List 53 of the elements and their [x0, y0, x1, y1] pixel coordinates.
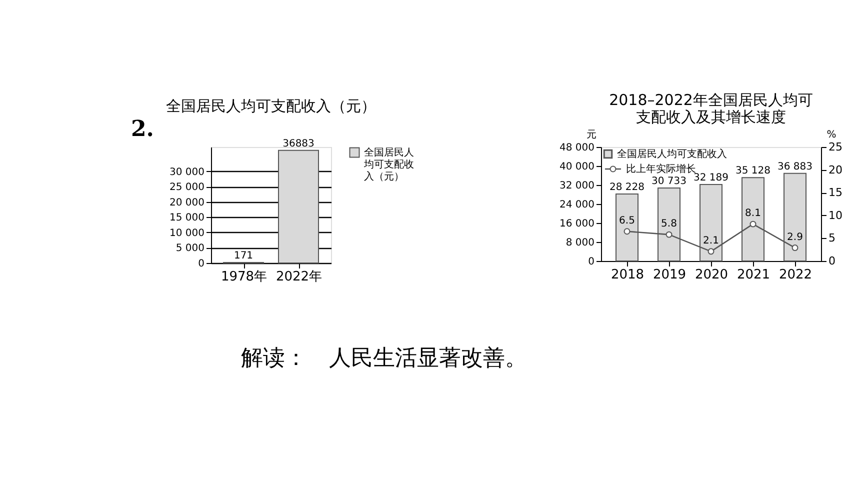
- y-tick-label: 30 000: [170, 166, 204, 178]
- data-label: 36883: [282, 138, 314, 150]
- data-label: 28 228: [610, 182, 644, 193]
- data-label: 5.8: [661, 218, 677, 230]
- y-tick-label: 0: [198, 258, 204, 270]
- y2-tick-label: 15: [828, 186, 842, 200]
- legend-label: 比上年实际增长: [626, 163, 696, 175]
- y-tick-label: 48 000: [560, 142, 594, 154]
- point: [666, 231, 672, 238]
- y-tick-label: 15 000: [170, 212, 204, 224]
- chart-title: 全国居民人均可支配收入（元）: [166, 97, 376, 115]
- text: 解读： 人民生活显著改善。: [241, 346, 527, 371]
- data-label: 171: [234, 250, 254, 262]
- x-tick-label: 2019: [652, 268, 686, 282]
- point: [708, 248, 714, 255]
- y-tick-label: 40 000: [560, 162, 594, 172]
- data-label: 36 883: [778, 161, 812, 172]
- x-tick-label: 2018: [610, 268, 644, 282]
- y-axis-title: 元: [586, 130, 596, 140]
- y2-tick-label: 20: [828, 163, 842, 176]
- point: [792, 244, 798, 252]
- legend-label: 全国居民人均可支配收入: [617, 148, 727, 160]
- y2-axis-title: %: [826, 130, 836, 140]
- legend-label: 全国居民人均可支配收入（元）: [363, 146, 414, 182]
- point: [750, 220, 756, 228]
- y-tick-label: 5 000: [176, 243, 204, 254]
- x-tick-label: 1978年: [220, 270, 268, 284]
- y-tick-label: 16 000: [560, 218, 594, 230]
- x-tick-label: 2022: [778, 268, 812, 282]
- x-tick-label: 2021: [736, 268, 770, 282]
- y-tick-label: 8 000: [566, 238, 594, 248]
- chart-title: 2018–2022年全国居民人均可支配收入及其增长速度: [609, 91, 813, 126]
- y2-tick-label: 25: [828, 140, 842, 154]
- y-tick-label: 10 000: [170, 228, 204, 239]
- data-label: 8.1: [745, 208, 761, 220]
- y-tick-label: 20 000: [170, 197, 204, 208]
- text: 2.: [131, 116, 154, 142]
- y-tick-label: 25 000: [170, 182, 204, 194]
- y-tick-label: 0: [588, 256, 594, 268]
- y2-tick-label: 5: [828, 232, 836, 245]
- y-tick-label: 32 000: [560, 180, 594, 192]
- data-label: 2.1: [703, 235, 719, 246]
- y-tick-label: 24 000: [560, 200, 594, 210]
- x-tick-label: 2020: [694, 268, 728, 282]
- y2-tick-label: 10: [828, 208, 842, 222]
- y2-tick-label: 0: [828, 254, 836, 268]
- data-label: 32 189: [694, 172, 728, 184]
- point: [624, 228, 630, 235]
- data-label: 30 733: [652, 176, 686, 188]
- x-tick-label: 2022年: [276, 270, 322, 284]
- data-label: 6.5: [619, 215, 635, 226]
- data-label: 2.9: [787, 232, 803, 243]
- data-label: 35 128: [736, 166, 770, 177]
